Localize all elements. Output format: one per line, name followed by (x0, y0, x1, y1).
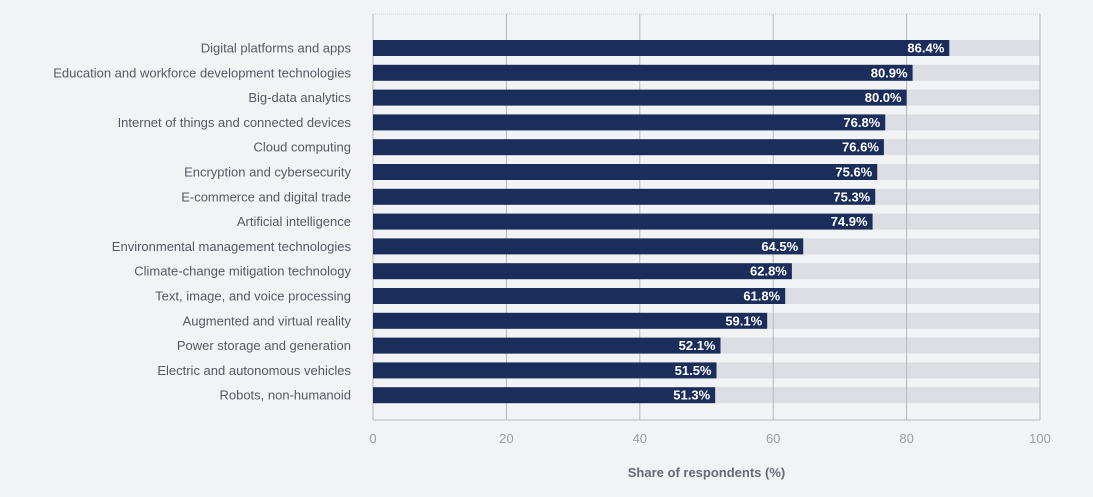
category-label: Climate-change mitigation technology (134, 264, 351, 279)
bar (373, 263, 792, 280)
category-label: Education and workforce development tech… (53, 65, 351, 80)
x-tick-label: 60 (766, 431, 780, 446)
data-label: 59.1% (725, 313, 762, 328)
x-tick-label: 0 (369, 431, 376, 446)
category-label: Cloud computing (253, 140, 351, 155)
data-label: 75.3% (833, 189, 870, 204)
bar (373, 238, 804, 255)
category-label: Digital platforms and apps (201, 41, 352, 56)
category-label: Encryption and cybersecurity (184, 165, 351, 180)
bar (373, 288, 786, 304)
bar (373, 213, 873, 230)
bar (373, 114, 886, 131)
bar (373, 139, 884, 156)
bar (373, 337, 721, 354)
bar (373, 40, 950, 56)
category-label: Robots, non-humanoid (219, 388, 351, 403)
data-label: 75.6% (835, 165, 872, 180)
data-label: 80.0% (865, 90, 902, 105)
data-label: 74.9% (831, 214, 868, 229)
x-axis-title: Share of respondents (%) (628, 465, 785, 480)
x-tick-label: 20 (499, 431, 513, 446)
data-label: 80.9% (871, 65, 908, 80)
bar (373, 164, 878, 180)
category-label: Big-data analytics (248, 90, 351, 105)
x-tick-label: 80 (899, 431, 913, 446)
data-label: 64.5% (761, 239, 798, 254)
category-label: Artificial intelligence (237, 214, 351, 229)
bar (373, 387, 716, 404)
data-label: 51.3% (673, 388, 710, 403)
data-label: 51.5% (675, 363, 712, 378)
category-label: Internet of things and connected devices (118, 115, 352, 130)
data-label: 61.8% (743, 289, 780, 304)
category-label: Environmental management technologies (112, 239, 352, 254)
category-label: Power storage and generation (177, 338, 351, 353)
data-label: 76.8% (843, 115, 880, 130)
bar (373, 188, 876, 205)
data-label: 86.4% (907, 41, 944, 56)
x-tick-label: 100 (1029, 431, 1051, 446)
data-label: 62.8% (750, 264, 787, 279)
category-label: Electric and autonomous vehicles (157, 363, 351, 378)
data-label: 52.1% (679, 338, 716, 353)
bar (373, 362, 717, 379)
category-label: Augmented and virtual reality (183, 313, 352, 328)
data-label: 76.6% (842, 140, 879, 155)
category-label: Text, image, and voice processing (155, 289, 351, 304)
bar (373, 312, 768, 329)
category-label: E-commerce and digital trade (181, 189, 351, 204)
bar (373, 64, 913, 81)
bar (373, 89, 907, 106)
x-tick-label: 40 (633, 431, 647, 446)
